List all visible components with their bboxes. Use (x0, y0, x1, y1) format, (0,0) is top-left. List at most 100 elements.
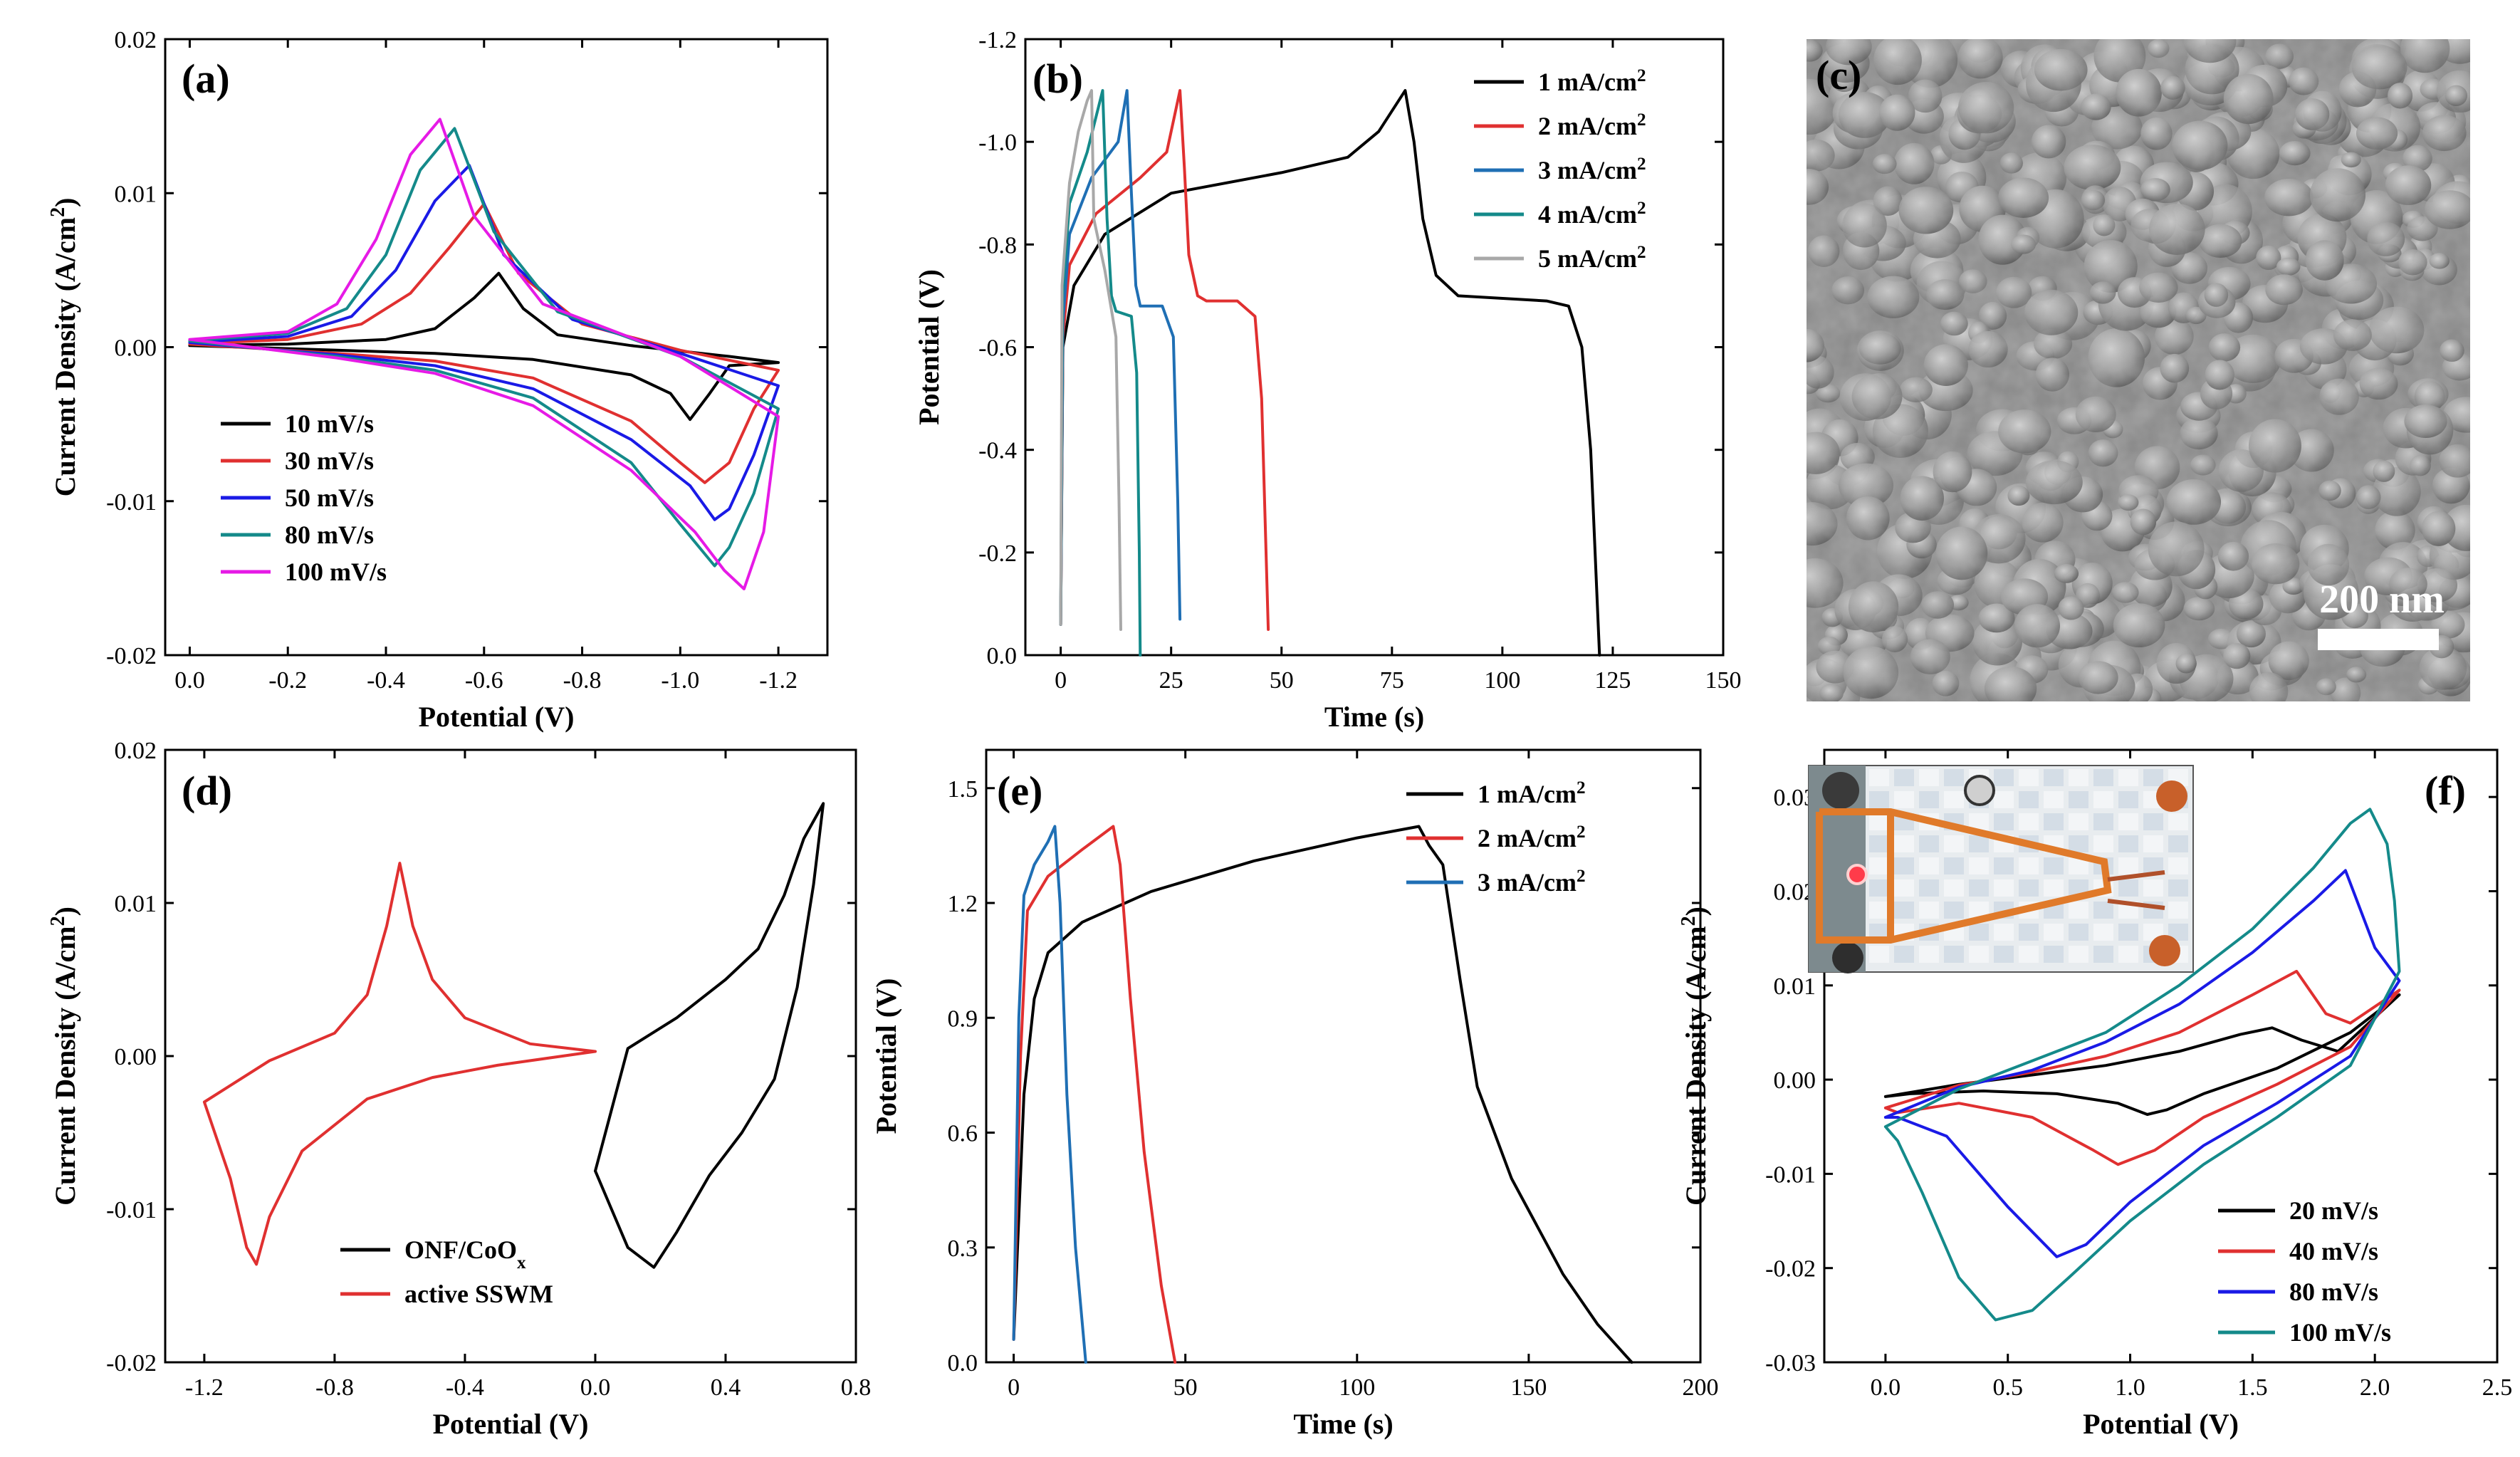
x-tick-label: -1.0 (661, 667, 699, 694)
inset-tile (1919, 857, 1939, 874)
y-tick-label: 0.01 (1774, 973, 1816, 1000)
y-tick-label: -0.01 (1765, 1161, 1816, 1188)
series-line-3-ma-cm- (1059, 89, 1182, 626)
x-tick-label: 0.8 (841, 1374, 872, 1401)
y-tick-label: 0.9 (948, 1006, 978, 1032)
x-tick-label: 0.0 (580, 1374, 611, 1401)
y-tick-label: -0.02 (106, 643, 157, 669)
inset-tile (2093, 813, 2113, 830)
inset-tile (2069, 946, 2088, 963)
panel-b: 0 25 50 75 100 125 150 0.0 -0.2 -0.4 -0.6 -0.8 -1.0 -… (913, 27, 1742, 733)
x-tick-label: -1.2 (185, 1374, 224, 1401)
x-tick-label: 100 (1484, 667, 1520, 694)
inset-tile (1919, 791, 1939, 808)
x-tick-label: 200 (1683, 1374, 1719, 1401)
x-axis-label: Potential (V) (433, 1408, 589, 1440)
y-axis-label: Current Density (A/cm2) (47, 907, 82, 1206)
series-line-40-mv-s (1883, 969, 2401, 1166)
legend-label: 20 mV/s (2289, 1196, 2378, 1225)
scale-bar-label: 200 nm (2319, 578, 2445, 622)
inset-tile (2019, 857, 2039, 874)
inset-tile (1869, 857, 1889, 874)
inset-tile (2044, 946, 2064, 963)
y-tick-label: -0.01 (106, 489, 157, 516)
inset-tile (2019, 791, 2039, 808)
inset-tile (2168, 879, 2188, 897)
x-tick-label: 0.0 (1871, 1374, 1901, 1401)
inset-tile (1919, 879, 1939, 897)
inset-tile (1894, 879, 1914, 897)
inset-tile (2019, 924, 2039, 941)
inset-tile (2118, 924, 2138, 941)
inset-tile (2069, 813, 2088, 830)
inset-tile (1969, 946, 1989, 963)
inset-tile (2019, 879, 2039, 897)
inset-tile (2168, 813, 2188, 830)
y-axis-label: Current Density (A/cm2) (1678, 907, 1713, 1206)
legend-label: 2 mA/cm2 (1478, 822, 1586, 853)
x-tick-label: 1.5 (2237, 1374, 2268, 1401)
inset-tile (2044, 857, 2064, 874)
legend-label: 30 mV/s (285, 446, 374, 475)
inset-tile (2019, 813, 2039, 830)
inset-tile (1869, 769, 1889, 786)
x-tick-label: -1.2 (759, 667, 798, 694)
inset-tile (1919, 835, 1939, 852)
inset-tile (2168, 835, 2188, 852)
inset-tile (2143, 879, 2163, 897)
y-axis-label: Potential (V) (870, 978, 902, 1134)
legend-label: active SSWM (404, 1280, 553, 1308)
x-tick-label: 0 (1055, 667, 1067, 694)
inset-tile (2044, 791, 2064, 808)
inset-tile (1994, 791, 2014, 808)
x-tick-label: -0.8 (315, 1374, 354, 1401)
y-tick-label: 0.01 (115, 891, 157, 917)
inset-tile (2118, 879, 2138, 897)
inset-tile (2118, 835, 2138, 852)
inset-tile (1944, 835, 1964, 852)
x-tick-label: 2.5 (2482, 1374, 2513, 1401)
panel-label-f: (f) (2425, 768, 2466, 814)
series-line-10-mv-s (188, 271, 780, 422)
inset-tile (1869, 902, 1889, 919)
inset-tile (1969, 857, 1989, 874)
inset-tile (2118, 857, 2138, 874)
inset-tile (1994, 879, 2014, 897)
y-tick-label: -0.03 (1765, 1350, 1816, 1377)
inset-tile (2069, 835, 2088, 852)
series-line-100-mv-s (188, 118, 780, 590)
legend-label: 3 mA/cm2 (1538, 155, 1646, 185)
device-photo-inset (1808, 765, 2194, 973)
x-tick-label: 50 (1173, 1374, 1198, 1401)
x-tick-label: 0.0 (174, 667, 205, 694)
inset-tile (1894, 857, 1914, 874)
inset-tile (2069, 769, 2088, 786)
inset-tile (1944, 857, 1964, 874)
inset-tile (1869, 791, 1889, 808)
inset-tile (2044, 924, 2064, 941)
y-tick-label: -0.02 (1765, 1256, 1816, 1283)
legend-label: 80 mV/s (285, 521, 374, 549)
x-tick-label: 1.0 (2115, 1374, 2145, 1401)
panel-f: 0.0 0.5 1.0 1.5 2.0 2.5 -0.03 -0.02 -0.01 0.00 0.0… (1678, 748, 2513, 1440)
inset-tile (2093, 769, 2113, 786)
y-tick-label: 0.0 (987, 643, 1018, 669)
panel-a: 0.0 -0.2 -0.4 -0.6 -0.8 -1.0 -1.2 -0.02 -0.01 0.0… (47, 27, 829, 733)
scale-bar (2318, 629, 2439, 650)
y-tick-label: 0.0 (948, 1350, 978, 1377)
y-tick-label: -0.2 (978, 540, 1017, 567)
inset-tile (1994, 857, 2014, 874)
inset-tile (2118, 769, 2138, 786)
inset-tile (2118, 813, 2138, 830)
y-axis-label: Potential (V) (913, 269, 945, 425)
series-line-2-ma-cm- (1059, 89, 1270, 631)
legend-label: 1 mA/cm2 (1478, 778, 1586, 809)
inset-tile (1994, 946, 2014, 963)
inset-tile (1869, 946, 1889, 963)
x-axis-label: Potential (V) (2083, 1408, 2239, 1440)
y-axis-label: Current Density (A/cm2) (47, 198, 82, 497)
x-tick-label: -0.4 (367, 667, 405, 694)
panel-d: -1.2 -0.8 -0.4 0.0 0.4 0.8 -0.02 -0.01 0.00 0.01 0… (47, 738, 872, 1440)
y-tick-label: -0.6 (978, 335, 1017, 362)
x-tick-label: 0.4 (711, 1374, 741, 1401)
